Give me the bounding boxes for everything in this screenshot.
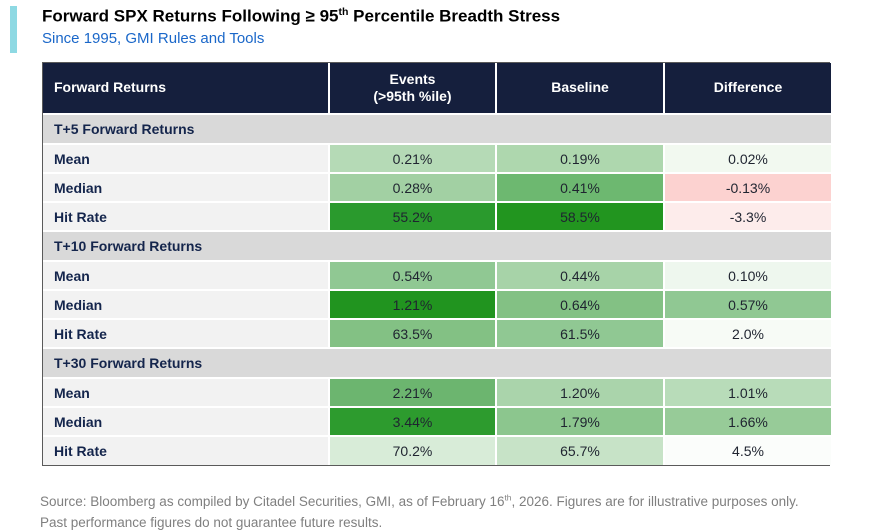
source-note-line1-pre: Source: Bloomberg as compiled by Citadel… [40, 494, 505, 509]
page-subtitle: Since 1995, GMI Rules and Tools [42, 30, 265, 47]
column-header-difference: Difference [663, 63, 831, 115]
section-title: T+5 Forward Returns [43, 114, 831, 145]
value-cell: 0.28% [328, 173, 496, 203]
section-title: T+10 Forward Returns [43, 231, 831, 262]
section-header-row: T+30 Forward Returns [43, 348, 831, 379]
column-header-events: Events (>95th %ile) [328, 63, 496, 115]
table-row: Mean 2.21% 1.20% 1.01% [43, 378, 831, 408]
row-label: Median [43, 173, 329, 203]
table-header-row: Forward Returns Events (>95th %ile) Basel… [43, 63, 831, 115]
table-row: Hit Rate 63.5% 61.5% 2.0% [43, 319, 831, 349]
value-cell: 0.41% [495, 173, 664, 203]
table-row: Median 1.21% 0.64% 0.57% [43, 290, 831, 320]
value-cell: 0.64% [495, 290, 664, 320]
value-cell: 0.10% [663, 261, 831, 291]
column-header-forward-returns: Forward Returns [43, 63, 329, 115]
row-label: Median [43, 407, 329, 437]
row-label: Hit Rate [43, 436, 329, 465]
row-label: Mean [43, 144, 329, 174]
value-cell: 1.01% [663, 378, 831, 408]
row-label: Hit Rate [43, 202, 329, 232]
row-label: Hit Rate [43, 319, 329, 349]
value-cell: 63.5% [328, 319, 496, 349]
page-title: Forward SPX Returns Following ≥ 95th Per… [42, 6, 560, 27]
section-header-row: T+10 Forward Returns [43, 231, 831, 262]
value-cell: 1.21% [328, 290, 496, 320]
value-cell: 0.02% [663, 144, 831, 174]
value-cell: 61.5% [495, 319, 664, 349]
table-row: Mean 0.21% 0.19% 0.02% [43, 144, 831, 174]
returns-table-grid: Forward Returns Events (>95th %ile) Basel… [43, 63, 831, 465]
value-cell: 58.5% [495, 202, 664, 232]
value-cell: 1.66% [663, 407, 831, 437]
table-row: Median 0.28% 0.41% -0.13% [43, 173, 831, 203]
section-header-row: T+5 Forward Returns [43, 114, 831, 145]
table-body: T+5 Forward Returns Mean 0.21% 0.19% 0.02% Me… [43, 114, 831, 465]
section-title: T+30 Forward Returns [43, 348, 831, 379]
row-label: Mean [43, 261, 329, 291]
returns-table: Forward Returns Events (>95th %ile) Basel… [42, 62, 831, 466]
source-note-superscript: th [504, 492, 512, 503]
page-title-rest: Percentile Breadth Stress [348, 6, 561, 26]
page-title-superscript: th [338, 6, 349, 18]
value-cell: 3.44% [328, 407, 496, 437]
value-cell: -0.13% [663, 173, 831, 203]
value-cell: 2.21% [328, 378, 496, 408]
table-row: Median 3.44% 1.79% 1.66% [43, 407, 831, 437]
column-header-events-line1: Events [389, 70, 436, 87]
value-cell: 55.2% [328, 202, 496, 232]
value-cell: 1.20% [495, 378, 664, 408]
value-cell: 2.0% [663, 319, 831, 349]
value-cell: 0.19% [495, 144, 664, 174]
column-header-baseline: Baseline [495, 63, 664, 115]
value-cell: 0.44% [495, 261, 664, 291]
value-cell: 0.57% [663, 290, 831, 320]
source-note: Source: Bloomberg as compiled by Citadel… [40, 491, 864, 532]
value-cell: 0.21% [328, 144, 496, 174]
column-header-events-line2: (>95th %ile) [373, 88, 452, 104]
source-note-line1-post: , 2026. Figures are for illustrative pur… [511, 494, 799, 509]
table-row: Mean 0.54% 0.44% 0.10% [43, 261, 831, 291]
title-accent-bar [10, 6, 17, 53]
page-title-main: Forward SPX Returns Following ≥ 95 [42, 6, 339, 26]
row-label: Median [43, 290, 329, 320]
value-cell: 4.5% [663, 436, 831, 465]
value-cell: -3.3% [663, 202, 831, 232]
value-cell: 0.54% [328, 261, 496, 291]
table-row: Hit Rate 70.2% 65.7% 4.5% [43, 436, 831, 465]
table-row: Hit Rate 55.2% 58.5% -3.3% [43, 202, 831, 232]
value-cell: 65.7% [495, 436, 664, 465]
row-label: Mean [43, 378, 329, 408]
value-cell: 70.2% [328, 436, 496, 465]
source-note-line1: Source: Bloomberg as compiled by Citadel… [40, 491, 864, 512]
source-note-line2: Past performance figures do not guarante… [40, 515, 383, 531]
value-cell: 1.79% [495, 407, 664, 437]
